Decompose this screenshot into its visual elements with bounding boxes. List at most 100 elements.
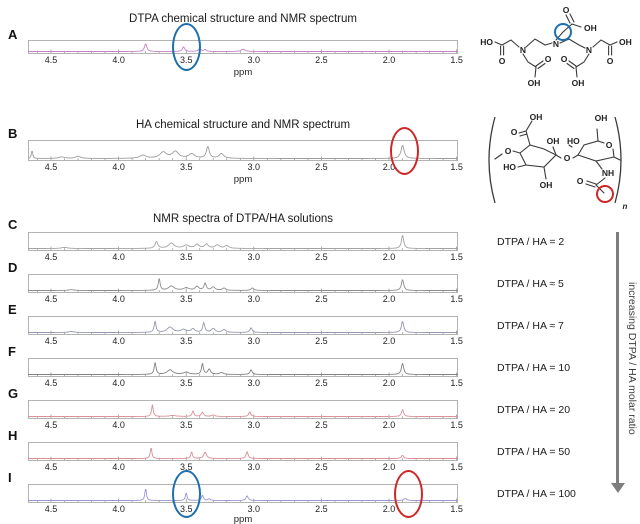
axis-tick-label: 3.0 [247, 462, 261, 472]
axis-tick-label: 1.5 [450, 378, 463, 388]
ha-atom-oh-bottom: OH [540, 180, 553, 190]
nmr-spectrum-panel-a: 4.5 4.0 3.5 3.0 2.5 2.0 1.5 [28, 23, 463, 71]
ha-atom-ho-mid: HO [567, 136, 580, 146]
ratio-label-g: DTPA / HA = 20 [497, 404, 571, 416]
dtpa-atom-n-center: N [553, 39, 559, 49]
nmr-trace [28, 235, 458, 249]
panel-a-title: DTPA chemical structure and NMR spectrum [129, 13, 357, 25]
axis-tick-label: 4.5 [44, 504, 58, 514]
ha-atom-oh-mid: OH [547, 136, 560, 146]
axis-tick-label: 3.0 [247, 294, 261, 304]
spectrum-frame [28, 232, 458, 251]
dtpa-atom-o-left-low: O [545, 54, 552, 64]
nmr-spectrum-panel-d: 4.5 4.0 3.5 3.0 2.5 2.0 1.5 [28, 274, 463, 304]
spectrum-frame [28, 40, 458, 54]
axis-tick-label: 3.0 [247, 420, 261, 430]
dtpa-atom-n-left: N [520, 45, 526, 55]
panel-label-g: G [8, 386, 19, 401]
nmr-spectrum-panel-g: 4.5 4.0 3.5 3.0 2.5 2.0 1.5 [28, 400, 463, 430]
axis-tick-labels: 4.5 4.0 3.5 3.0 2.5 2.0 1.5 [28, 378, 463, 388]
ha-atom-o-linkage: O [505, 146, 512, 156]
ppm-axis-label-i: ppm [233, 514, 253, 524]
axis-tick-label: 3.0 [247, 336, 261, 346]
nmr-trace [27, 145, 458, 159]
panel-label-c: C [8, 217, 18, 232]
ratio-label-h: DTPA / HA = 50 [497, 446, 571, 458]
panel-label-a: A [8, 27, 18, 42]
axis-tick-label: 3.5 [179, 294, 193, 304]
axis-tick-label: 2.0 [382, 462, 396, 472]
dtpa-atom-oh-top: OH [584, 23, 597, 33]
ha-atom-o-ring2: O [606, 140, 613, 150]
axis-tick-label: 4.5 [44, 336, 58, 346]
ha-atom-nh: NH [602, 168, 614, 178]
panel-label-b: B [8, 126, 18, 141]
axis-tick-labels: 4.5 4.0 3.5 3.0 2.5 2.0 1.5 [28, 55, 463, 65]
axis-tick-label: 4.0 [112, 162, 125, 172]
axis-tick-label: 2.0 [382, 55, 396, 65]
axis-tick-label: 4.0 [112, 252, 125, 262]
axis-tick-label: 4.5 [44, 378, 58, 388]
axis-tick-label: 3.5 [179, 504, 193, 514]
axis-tick-label: 3.5 [179, 162, 193, 172]
ha-atom-oh-ch2oh: OH [595, 113, 608, 123]
spectrum-frame [28, 442, 458, 461]
axis-tick-labels: 4.5 4.0 3.5 3.0 2.5 2.0 1.5 [28, 252, 463, 262]
axis-tick-label: 1.5 [450, 420, 463, 430]
axis-tick-labels: 4.5 4.0 3.5 3.0 2.5 2.0 1.5 [28, 420, 463, 430]
ratio-label-e: DTPA / HA ≈ 7 [497, 320, 564, 332]
red-circle-ha-acetyl-ch3 [596, 185, 614, 203]
axis-tick-label: 3.5 [179, 252, 193, 262]
axis-tick-label: 1.5 [450, 162, 463, 172]
nmr-trace [28, 278, 458, 291]
axis-tick-label: 4.0 [112, 462, 125, 472]
nmr-spectrum-panel-f: 4.5 4.0 3.5 3.0 2.5 2.0 1.5 [28, 358, 463, 388]
panel-c-title: NMR spectra of DTPA/HA solutions [152, 213, 333, 225]
axis-tick-label: 2.0 [382, 252, 396, 262]
nmr-spectrum-panel-i: 4.5 4.0 3.5 3.0 2.5 2.0 1.5 [28, 469, 463, 518]
nmr-trace [28, 447, 458, 459]
dtpa-atom-o-top: O [563, 5, 570, 15]
axis-tick-label: 2.0 [382, 504, 396, 514]
axis-tick-label: 3.5 [179, 420, 193, 430]
right-paren [614, 116, 622, 204]
ppm-axis-label-a: ppm [233, 67, 253, 78]
ha-structure-drawing: OH O OH O OH HO O O HO OH NH O n [488, 112, 628, 211]
panel-b-title: HA chemical structure and NMR spectrum [135, 119, 351, 131]
axis-tick-label: 2.5 [315, 336, 328, 346]
dtpa-atom-ho-left: HO [480, 37, 493, 47]
axis-tick-labels: 4.5 4.0 3.5 3.0 2.5 2.0 1.5 [28, 294, 463, 304]
axis-tick-label: 1.5 [450, 252, 463, 262]
dtpa-structure-drawing: O OH N N N HO O O OH O OH O OH [480, 5, 632, 88]
nmr-spectrum-panel-h: 4.5 4.0 3.5 3.0 2.5 2.0 1.5 [28, 442, 463, 472]
axis-tick-label: 3.0 [247, 55, 261, 65]
dtpa-atom-o-right-low: O [561, 54, 568, 64]
panel-label-d: D [8, 260, 18, 275]
axis-tick-label: 2.0 [382, 420, 396, 430]
nmr-spectrum-panel-c: 4.5 4.0 3.5 3.0 2.5 2.0 1.5 [28, 232, 463, 262]
axis-tick-label: 3.0 [247, 504, 261, 514]
axis-tick-label: 2.0 [382, 336, 396, 346]
panel-label-i: I [8, 470, 12, 485]
nmr-trace [28, 362, 458, 375]
spectrum-frame [28, 140, 458, 161]
dtpa-atom-o-right: O [607, 56, 614, 66]
axis-tick-labels: 4.5 4.0 3.5 3.0 2.5 2.0 1.5 [28, 462, 463, 472]
ha-atom-o-acetyl: O [577, 176, 584, 186]
axis-tick-label: 3.5 [179, 55, 193, 65]
axis-tick-label: 2.0 [382, 294, 396, 304]
spectrum-frame [28, 484, 458, 503]
axis-tick-label: 1.5 [450, 462, 463, 472]
axis-tick-labels: 4.5 4.0 3.5 3.0 2.5 2.0 1.5 [28, 162, 463, 172]
axis-tick-label: 2.0 [382, 378, 396, 388]
ha-atom-oh-cooh: OH [530, 112, 543, 122]
dtpa-atom-o-left: O [499, 56, 506, 66]
axis-tick-label: 4.0 [112, 336, 125, 346]
axis-tick-label: 2.5 [315, 162, 328, 172]
axis-tick-label: 2.5 [315, 462, 328, 472]
dtpa-atom-oh-left-low: OH [528, 78, 541, 88]
axis-tick-label: 2.5 [315, 55, 328, 65]
axis-tick-label: 2.5 [315, 420, 328, 430]
axis-tick-labels: 4.5 4.0 3.5 3.0 2.5 2.0 1.5 [28, 504, 463, 514]
